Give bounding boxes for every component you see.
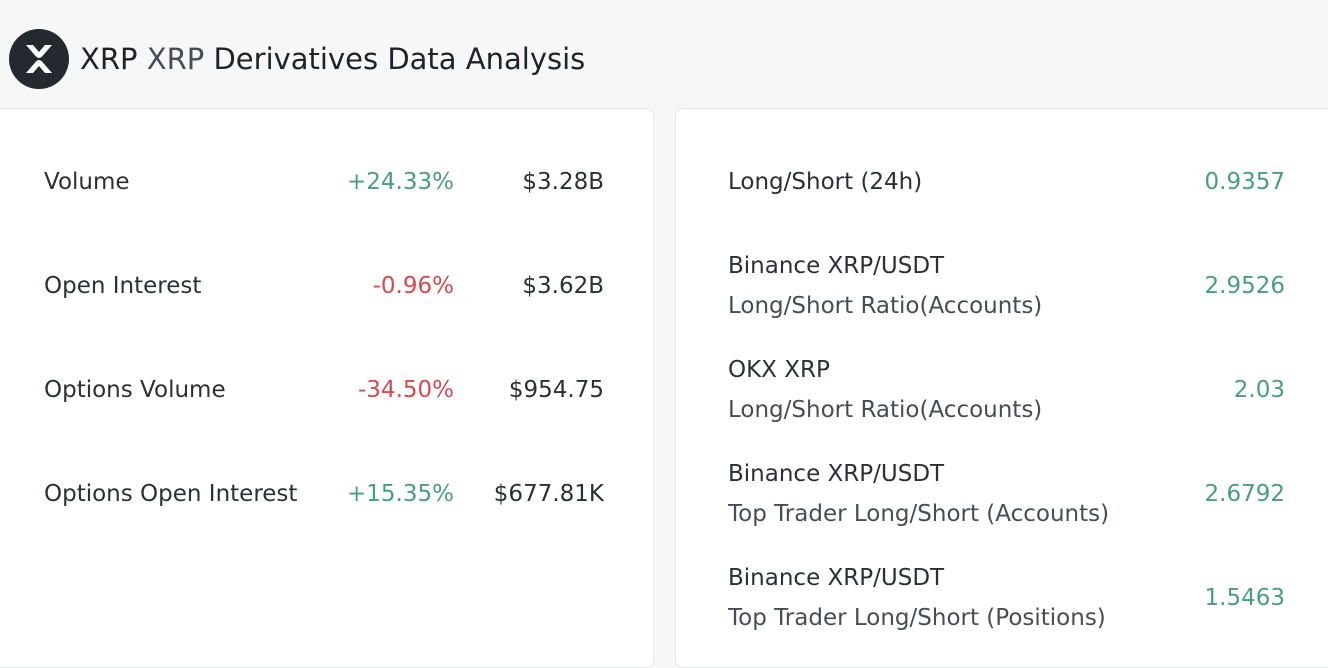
ratio-value: 2.9526 [1204,273,1285,299]
ratio-label: Long/Short (24h) [728,169,923,195]
ratio-exchange-pair: OKX XRP [728,357,830,383]
ratio-label: Top Trader Long/Short (Positions) [728,605,1106,631]
ratio-value: 2.6792 [1204,481,1285,507]
stat-change: -34.50% [358,377,454,403]
ratio-exchange-pair: Binance XRP/USDT [728,565,945,591]
stat-label: Volume [44,169,130,195]
stat-value: $954.75 [508,377,604,403]
stat-label: Open Interest [44,273,202,299]
stat-row-volume: Volume +24.33% $3.28B [44,162,604,202]
stat-row-open-interest: Open Interest -0.96% $3.62B [44,266,604,306]
coin-name: XRP [146,42,205,76]
stat-change: +24.33% [347,169,454,195]
ratio-value: 2.03 [1233,377,1285,403]
page-header: XRP XRP Derivatives Data Analysis [0,0,1328,110]
stat-value: $3.62B [522,273,604,299]
derivatives-summary-panel: Volume +24.33% $3.28B Open Interest -0.9… [0,108,654,668]
ratio-label: Top Trader Long/Short (Accounts) [728,501,1110,527]
stat-change: -0.96% [372,273,454,299]
ratio-value: 0.9357 [1204,169,1285,195]
ratio-label: Long/Short Ratio(Accounts) [728,397,1043,423]
stat-label: Options Open Interest [44,481,298,507]
ratio-exchange-pair: Binance XRP/USDT [728,461,945,487]
xrp-logo-icon [9,29,69,89]
ratio-label: Long/Short Ratio(Accounts) [728,293,1043,319]
stat-change: +15.35% [347,481,454,507]
stat-label: Options Volume [44,377,226,403]
stat-value: $3.28B [522,169,604,195]
title-text: Derivatives Data Analysis [213,42,586,76]
stat-row-options-volume: Options Volume -34.50% $954.75 [44,370,604,410]
stat-value: $677.81K [493,481,604,507]
ratio-value: 1.5463 [1204,585,1285,611]
coin-symbol: XRP [80,42,138,76]
page-title: XRP XRP Derivatives Data Analysis [80,40,585,78]
long-short-ratio-panel: Long/Short (24h) 0.9357 Binance XRP/USDT… [675,108,1328,668]
stat-row-options-open-interest: Options Open Interest +15.35% $677.81K [44,474,604,514]
ratio-exchange-pair: Binance XRP/USDT [728,253,945,279]
